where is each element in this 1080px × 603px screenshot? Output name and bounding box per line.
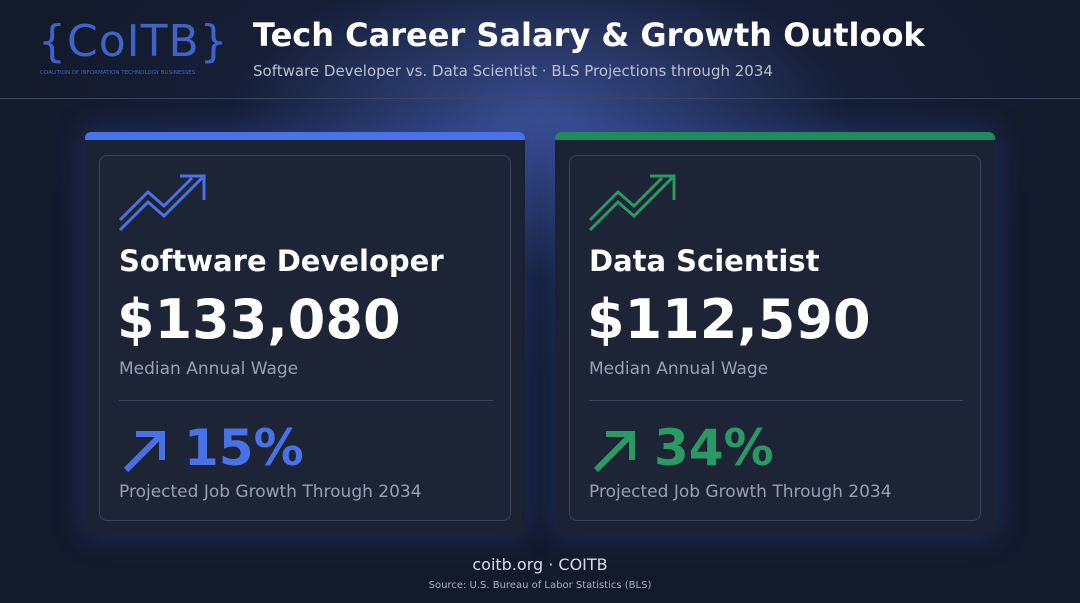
wage: $133,080: [117, 288, 401, 351]
divider: [0, 98, 1080, 99]
divider: [589, 400, 963, 401]
subtitle: Software Developer vs. Data Scientist · …: [253, 62, 773, 80]
card-inner: Data Scientist $112,590 Median Annual Wa…: [569, 155, 981, 521]
logo: {CoITB}: [38, 16, 229, 67]
wage: $112,590: [587, 288, 871, 351]
wage-label: Median Annual Wage: [119, 359, 299, 379]
card: Software Developer $133,080 Median Annua…: [85, 132, 525, 535]
logo-tagline: COALITION OF INFORMATION TECHNOLOGY BUSI…: [40, 70, 196, 76]
wage-label: Median Annual Wage: [589, 359, 769, 379]
card-title: Data Scientist: [589, 244, 820, 278]
growth: 34%: [654, 419, 774, 477]
card-accent: [555, 132, 995, 140]
growth-label: Projected Job Growth Through 2034: [589, 482, 892, 502]
card-accent: [85, 132, 525, 140]
growth-label: Projected Job Growth Through 2034: [119, 482, 422, 502]
card-inner: Software Developer $133,080 Median Annua…: [99, 155, 511, 521]
trend-icon: [118, 174, 206, 232]
growth: 15%: [184, 419, 304, 477]
growth-arrow: [123, 431, 165, 473]
divider: [119, 400, 493, 401]
trend-icon: [588, 174, 676, 232]
footer-site: coitb.org · COITB: [472, 555, 608, 574]
card: Data Scientist $112,590 Median Annual Wa…: [555, 132, 995, 535]
title: Tech Career Salary & Growth Outlook: [253, 16, 925, 54]
card-title: Software Developer: [119, 244, 444, 278]
growth-arrow: [593, 431, 635, 473]
footer-source: Source: U.S. Bureau of Labor Statistics …: [428, 580, 652, 591]
